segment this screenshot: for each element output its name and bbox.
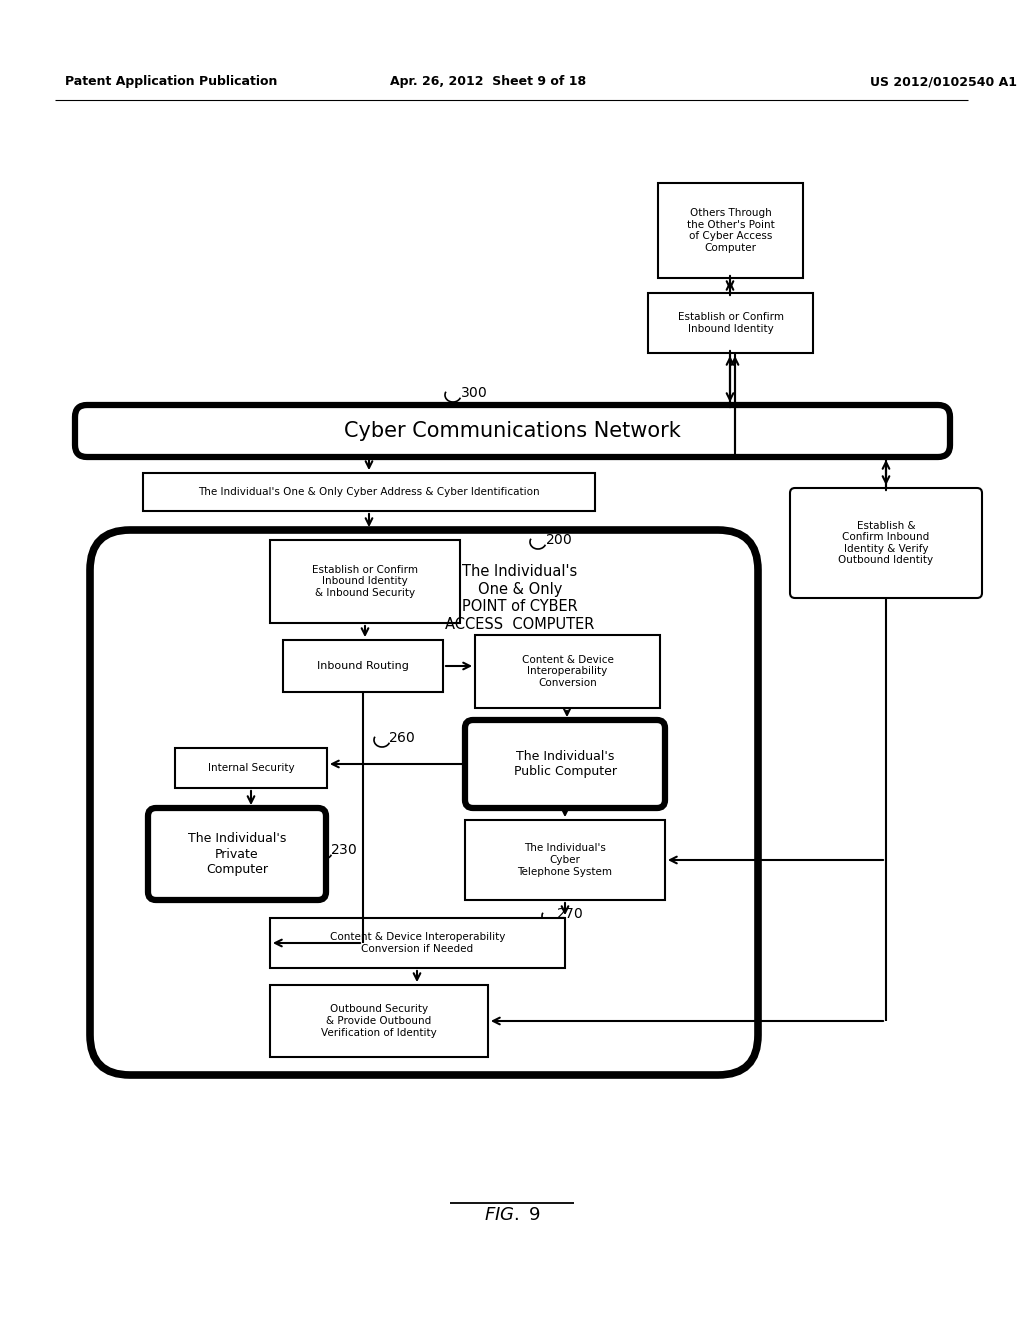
Text: Establish or Confirm
Inbound Identity
& Inbound Security: Establish or Confirm Inbound Identity & … — [312, 565, 418, 598]
Text: $\mathit{260}$: $\mathit{260}$ — [388, 731, 416, 744]
Text: The Individual's
One & Only
POINT of CYBER
ACCESS  COMPUTER: The Individual's One & Only POINT of CYB… — [445, 565, 595, 631]
Text: Content & Device Interoperability
Conversion if Needed: Content & Device Interoperability Conver… — [330, 932, 505, 954]
Bar — [658, 183, 803, 279]
Text: $\mathit{270}$: $\mathit{270}$ — [556, 907, 584, 921]
FancyBboxPatch shape — [465, 719, 665, 808]
Bar — [283, 640, 443, 692]
Text: Establish or Confirm
Inbound Identity: Establish or Confirm Inbound Identity — [678, 313, 783, 334]
Bar — [648, 293, 813, 352]
FancyBboxPatch shape — [790, 488, 982, 598]
Text: Others Through
the Other's Point
of Cyber Access
Computer: Others Through the Other's Point of Cybe… — [687, 209, 774, 253]
Bar — [465, 820, 665, 900]
Text: The Individual's One & Only Cyber Address & Cyber Identification: The Individual's One & Only Cyber Addres… — [199, 487, 540, 498]
Text: Outbound Security
& Provide Outbound
Verification of Identity: Outbound Security & Provide Outbound Ver… — [322, 1005, 437, 1038]
Text: Inbound Routing: Inbound Routing — [317, 661, 409, 671]
Text: $\mathit{300}$: $\mathit{300}$ — [460, 385, 487, 400]
Bar — [143, 473, 595, 511]
Text: Apr. 26, 2012  Sheet 9 of 18: Apr. 26, 2012 Sheet 9 of 18 — [390, 75, 586, 88]
Bar — [475, 635, 660, 708]
Text: The Individual's
Cyber
Telephone System: The Individual's Cyber Telephone System — [517, 843, 612, 876]
Text: US 2012/0102540 A1: US 2012/0102540 A1 — [870, 75, 1017, 88]
Bar — [270, 917, 565, 968]
Text: $\mathit{230}$: $\mathit{230}$ — [330, 843, 357, 857]
Text: The Individual's
Public Computer: The Individual's Public Computer — [513, 750, 616, 777]
FancyBboxPatch shape — [148, 808, 326, 900]
Text: Establish &
Confirm Inbound
Identity & Verify
Outbound Identity: Establish & Confirm Inbound Identity & V… — [839, 520, 934, 565]
Text: Content & Device
Interoperability
Conversion: Content & Device Interoperability Conver… — [521, 655, 613, 688]
Text: Patent Application Publication: Patent Application Publication — [65, 75, 278, 88]
Text: The Individual's
Private
Computer: The Individual's Private Computer — [187, 833, 286, 875]
Text: Cyber Communications Network: Cyber Communications Network — [344, 421, 681, 441]
FancyBboxPatch shape — [75, 405, 950, 457]
Text: Internal Security: Internal Security — [208, 763, 294, 774]
Bar — [175, 748, 327, 788]
Bar — [270, 540, 460, 623]
Bar — [270, 985, 488, 1057]
FancyBboxPatch shape — [90, 531, 758, 1074]
Text: $\mathit{200}$: $\mathit{200}$ — [545, 533, 572, 546]
Text: $\mathit{FIG.\ 9}$: $\mathit{FIG.\ 9}$ — [483, 1206, 541, 1224]
